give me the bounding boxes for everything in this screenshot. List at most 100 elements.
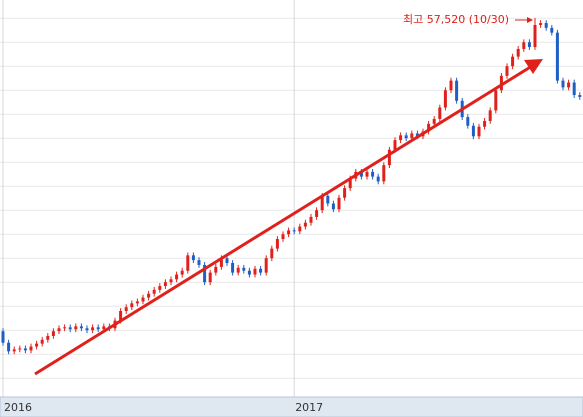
candle-body xyxy=(18,348,22,350)
annotation-pointer-head xyxy=(527,17,533,23)
candle-body xyxy=(264,258,268,273)
candle-body xyxy=(455,80,459,101)
candle-body xyxy=(197,260,201,265)
candle-body xyxy=(29,346,33,351)
candle-body xyxy=(533,24,537,48)
candle-body xyxy=(298,226,302,232)
candle-body xyxy=(449,80,453,91)
candle-body xyxy=(91,327,95,331)
candle-body xyxy=(247,270,251,275)
candle-body xyxy=(79,326,83,329)
candle-body xyxy=(130,303,134,308)
candle-body xyxy=(483,120,487,127)
candle-body xyxy=(527,42,531,48)
candle-body xyxy=(85,328,89,331)
candle-body xyxy=(225,258,229,264)
candle-body xyxy=(326,195,330,204)
candle-body xyxy=(348,178,352,189)
candle-body xyxy=(399,135,403,141)
candle-body xyxy=(158,286,162,290)
candle-body xyxy=(163,282,167,287)
candle-body xyxy=(432,119,436,124)
candle-body xyxy=(359,171,363,177)
candle-body xyxy=(488,110,492,121)
candle-body xyxy=(365,171,369,177)
candle-body xyxy=(68,327,72,330)
candle-body xyxy=(443,90,447,108)
trend-arrow xyxy=(34,64,533,376)
candle-body xyxy=(438,107,442,120)
candle-body xyxy=(376,176,380,182)
candle-body xyxy=(387,149,391,166)
candle-body xyxy=(242,267,246,271)
candle-body xyxy=(567,82,571,88)
candle-body xyxy=(539,23,543,25)
candle-body xyxy=(236,267,240,273)
candle-body xyxy=(343,188,347,198)
candle-body xyxy=(40,339,44,344)
candle-body xyxy=(147,293,151,298)
candle-body xyxy=(203,264,207,283)
candle-body xyxy=(186,255,190,271)
candle-body xyxy=(135,301,139,304)
candle-body xyxy=(281,234,285,240)
candle-body xyxy=(404,135,408,139)
candle-body xyxy=(35,343,39,347)
candle-body xyxy=(74,326,78,330)
candle-body xyxy=(516,48,520,57)
candle-body xyxy=(555,32,559,81)
candle-body xyxy=(253,268,257,275)
candle-body xyxy=(231,263,235,273)
candle-body xyxy=(180,270,184,275)
candle-body xyxy=(214,266,218,273)
candle-body xyxy=(309,216,313,223)
candle-body xyxy=(382,165,386,182)
candle-body xyxy=(371,171,375,177)
candle-body xyxy=(259,268,263,273)
candle-body xyxy=(331,203,335,210)
candle-body xyxy=(270,248,274,259)
candle-body xyxy=(561,80,565,88)
candle-body xyxy=(337,197,341,210)
candle-body xyxy=(471,125,475,137)
candle-body xyxy=(410,133,414,139)
candle-body xyxy=(119,311,123,321)
candle-body xyxy=(522,42,526,49)
candle-body xyxy=(57,328,61,332)
candle-body xyxy=(572,82,576,96)
candle-body xyxy=(1,331,5,343)
candle-body xyxy=(191,255,195,261)
candle-body xyxy=(152,289,156,294)
candle-body xyxy=(46,335,50,340)
candle-body xyxy=(208,272,212,283)
candle-body xyxy=(578,95,582,97)
x-axis-strip xyxy=(0,396,583,417)
candle-body xyxy=(219,258,223,267)
candle-body xyxy=(393,140,397,150)
candle-body xyxy=(315,210,319,217)
candle-body xyxy=(550,27,554,33)
x-tick-label: 2016 xyxy=(4,401,32,414)
candle-body xyxy=(7,342,11,352)
candle-body xyxy=(499,75,503,91)
candle-body xyxy=(12,349,16,352)
candle-body xyxy=(544,23,548,28)
candle-body xyxy=(320,195,324,211)
candle-body xyxy=(23,348,27,351)
candle-body xyxy=(141,297,145,302)
candle-body xyxy=(303,222,307,227)
candle-body xyxy=(511,56,515,67)
candle-body xyxy=(124,307,128,312)
candle-body xyxy=(63,327,67,329)
candle-body xyxy=(287,230,291,235)
candle-body xyxy=(275,239,279,249)
annotation: 최고 57,520 (10/30) xyxy=(403,13,509,26)
candle-body xyxy=(466,117,470,126)
x-tick-label: 2017 xyxy=(295,401,323,414)
candle-body xyxy=(427,123,431,132)
candle-body xyxy=(102,326,106,330)
